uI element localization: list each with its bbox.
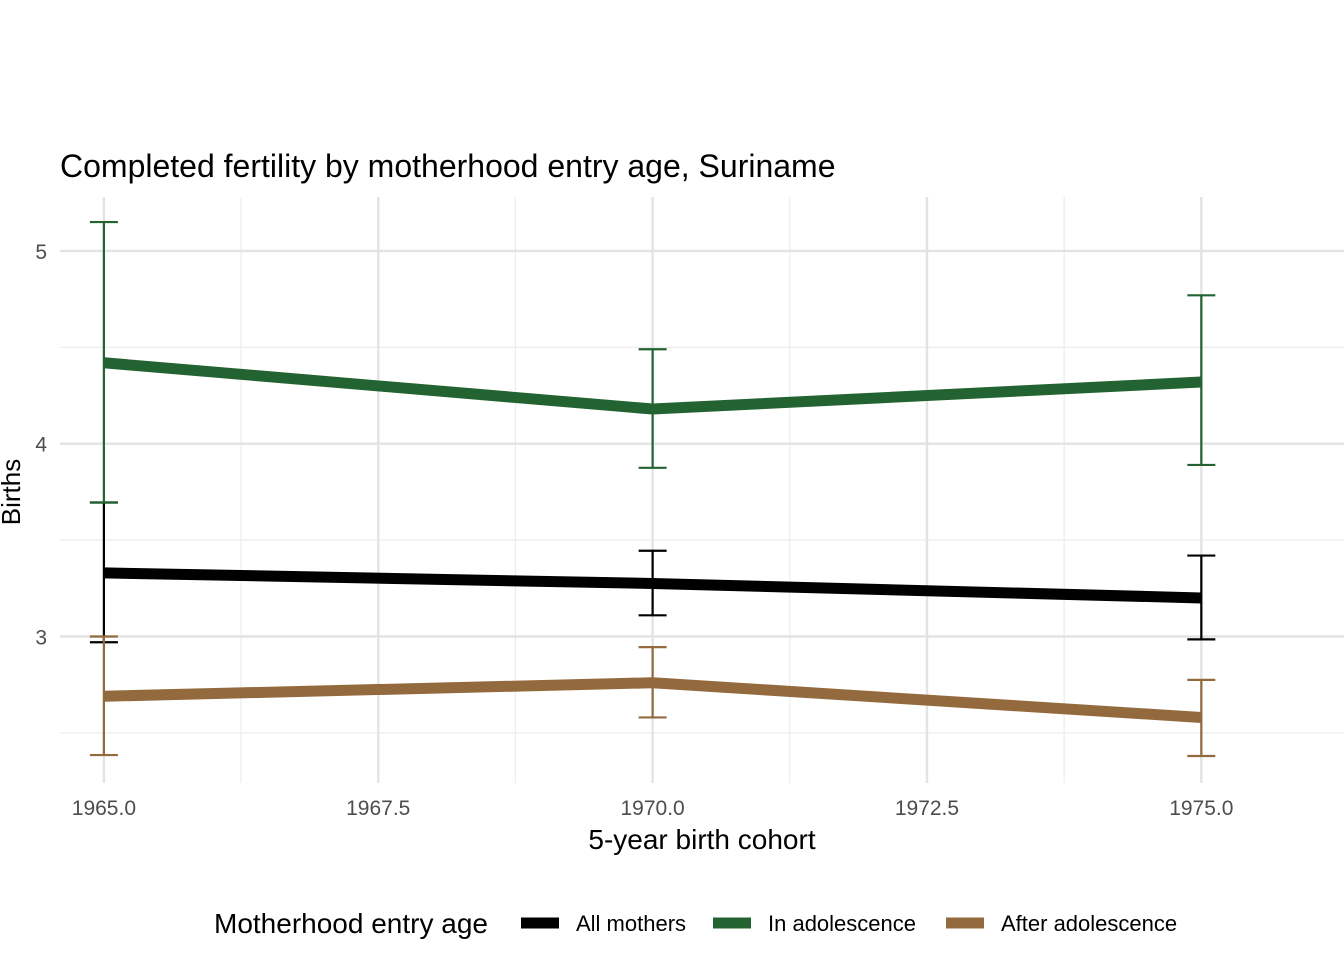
chart-title: Completed fertility by motherhood entry … [60, 148, 836, 184]
series-line-2 [103, 357, 1202, 415]
x-tick-label: 1967.5 [346, 797, 410, 820]
y-axis-title: Births [0, 459, 26, 525]
legend-label: All mothers [576, 911, 686, 936]
y-tick-label: 5 [35, 241, 47, 264]
y-tick-label: 4 [35, 434, 47, 457]
x-tick-label: 1970.0 [620, 797, 684, 820]
x-tick-label: 1965.0 [72, 797, 136, 820]
series-line-1 [103, 567, 1202, 604]
x-tick-label: 1975.0 [1169, 797, 1233, 820]
x-axis-title: 5-year birth cohort [588, 824, 815, 855]
series-line-3 [103, 677, 1202, 723]
legend: Motherhood entry age All mothers In adole… [214, 908, 1177, 939]
y-tick-label: 3 [35, 627, 47, 650]
legend-title: Motherhood entry age [214, 908, 488, 939]
x-tick-label: 1972.5 [895, 797, 959, 820]
legend-label: In adolescence [768, 911, 916, 936]
legend-label: After adolescence [1001, 911, 1177, 936]
